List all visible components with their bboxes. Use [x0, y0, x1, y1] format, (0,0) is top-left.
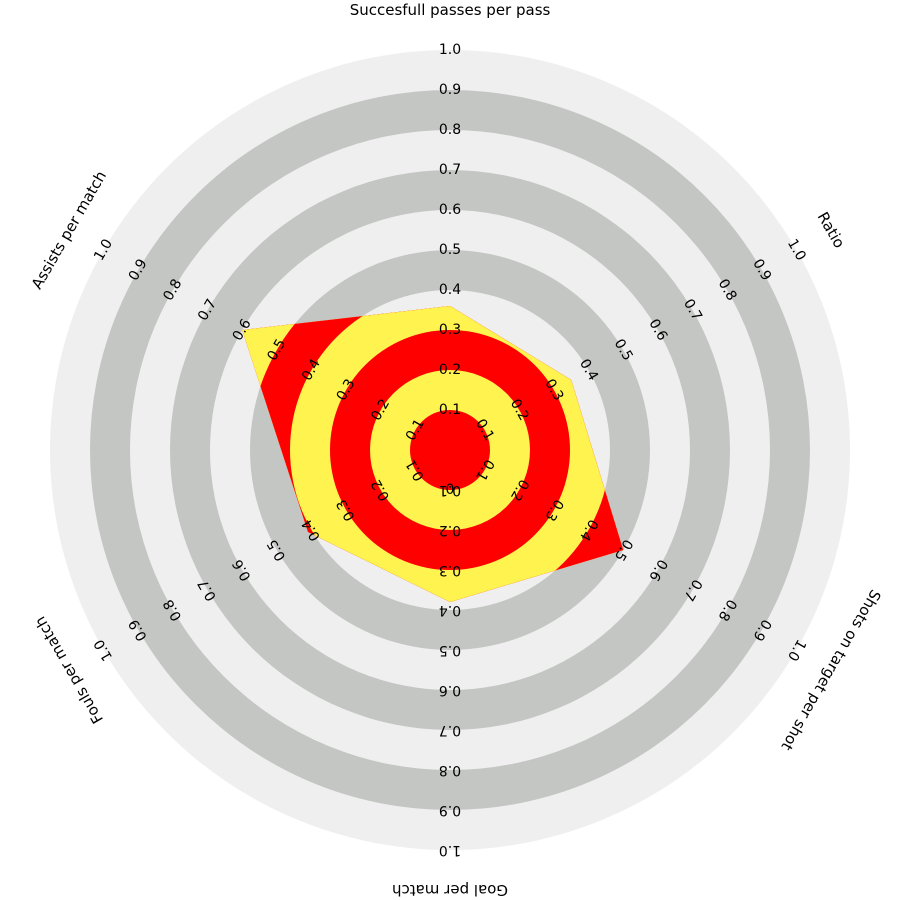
- axis-label: Goal per match: [392, 881, 508, 899]
- tick-label: 0.6: [439, 202, 461, 218]
- tick-label: 1.0: [439, 842, 461, 858]
- tick-label: 0.9: [439, 802, 461, 818]
- polygon-band-1: [410, 410, 490, 490]
- tick-label: 0.4: [439, 602, 461, 618]
- tick-label: 0.2: [439, 362, 461, 378]
- tick-label: 0.4: [439, 282, 461, 298]
- center-tick-label: 0: [446, 482, 455, 498]
- tick-label: 0.5: [439, 642, 461, 658]
- tick-label: 1.0: [439, 42, 461, 58]
- tick-label: 0.2: [439, 522, 461, 538]
- tick-label: 0.7: [439, 162, 461, 178]
- tick-label: 0.3: [439, 562, 461, 578]
- axis-label-group-1: Ratio: [814, 209, 849, 251]
- tick-label: 0.1: [439, 402, 461, 418]
- tick-label: 0.9: [439, 82, 461, 98]
- tick-label: 0.8: [439, 762, 461, 778]
- axis-ticks-3: 0.1 0.2 0.3 0.4 0.5 0.6 0.7 0.8 0.9 1.0: [439, 482, 461, 858]
- tick-label: 0.1: [439, 482, 461, 498]
- axis-label: Succesfull passes per pass: [350, 1, 551, 19]
- tick-label: 0.6: [439, 682, 461, 698]
- axis-label: Ratio: [814, 209, 849, 251]
- axis-label-group-0: Succesfull passes per pass: [350, 1, 551, 19]
- axis-ticks-0: 0.1 0.2 0.3 0.4 0.5 0.6 0.7 0.8 0.9 1.0: [439, 42, 461, 418]
- tick-label: 0.5: [439, 242, 461, 258]
- axis-label-group-3: Goal per match: [392, 881, 508, 899]
- tick-label: 0.3: [439, 322, 461, 338]
- tick-label: 0.8: [439, 122, 461, 138]
- tick-label: 0.7: [439, 722, 461, 738]
